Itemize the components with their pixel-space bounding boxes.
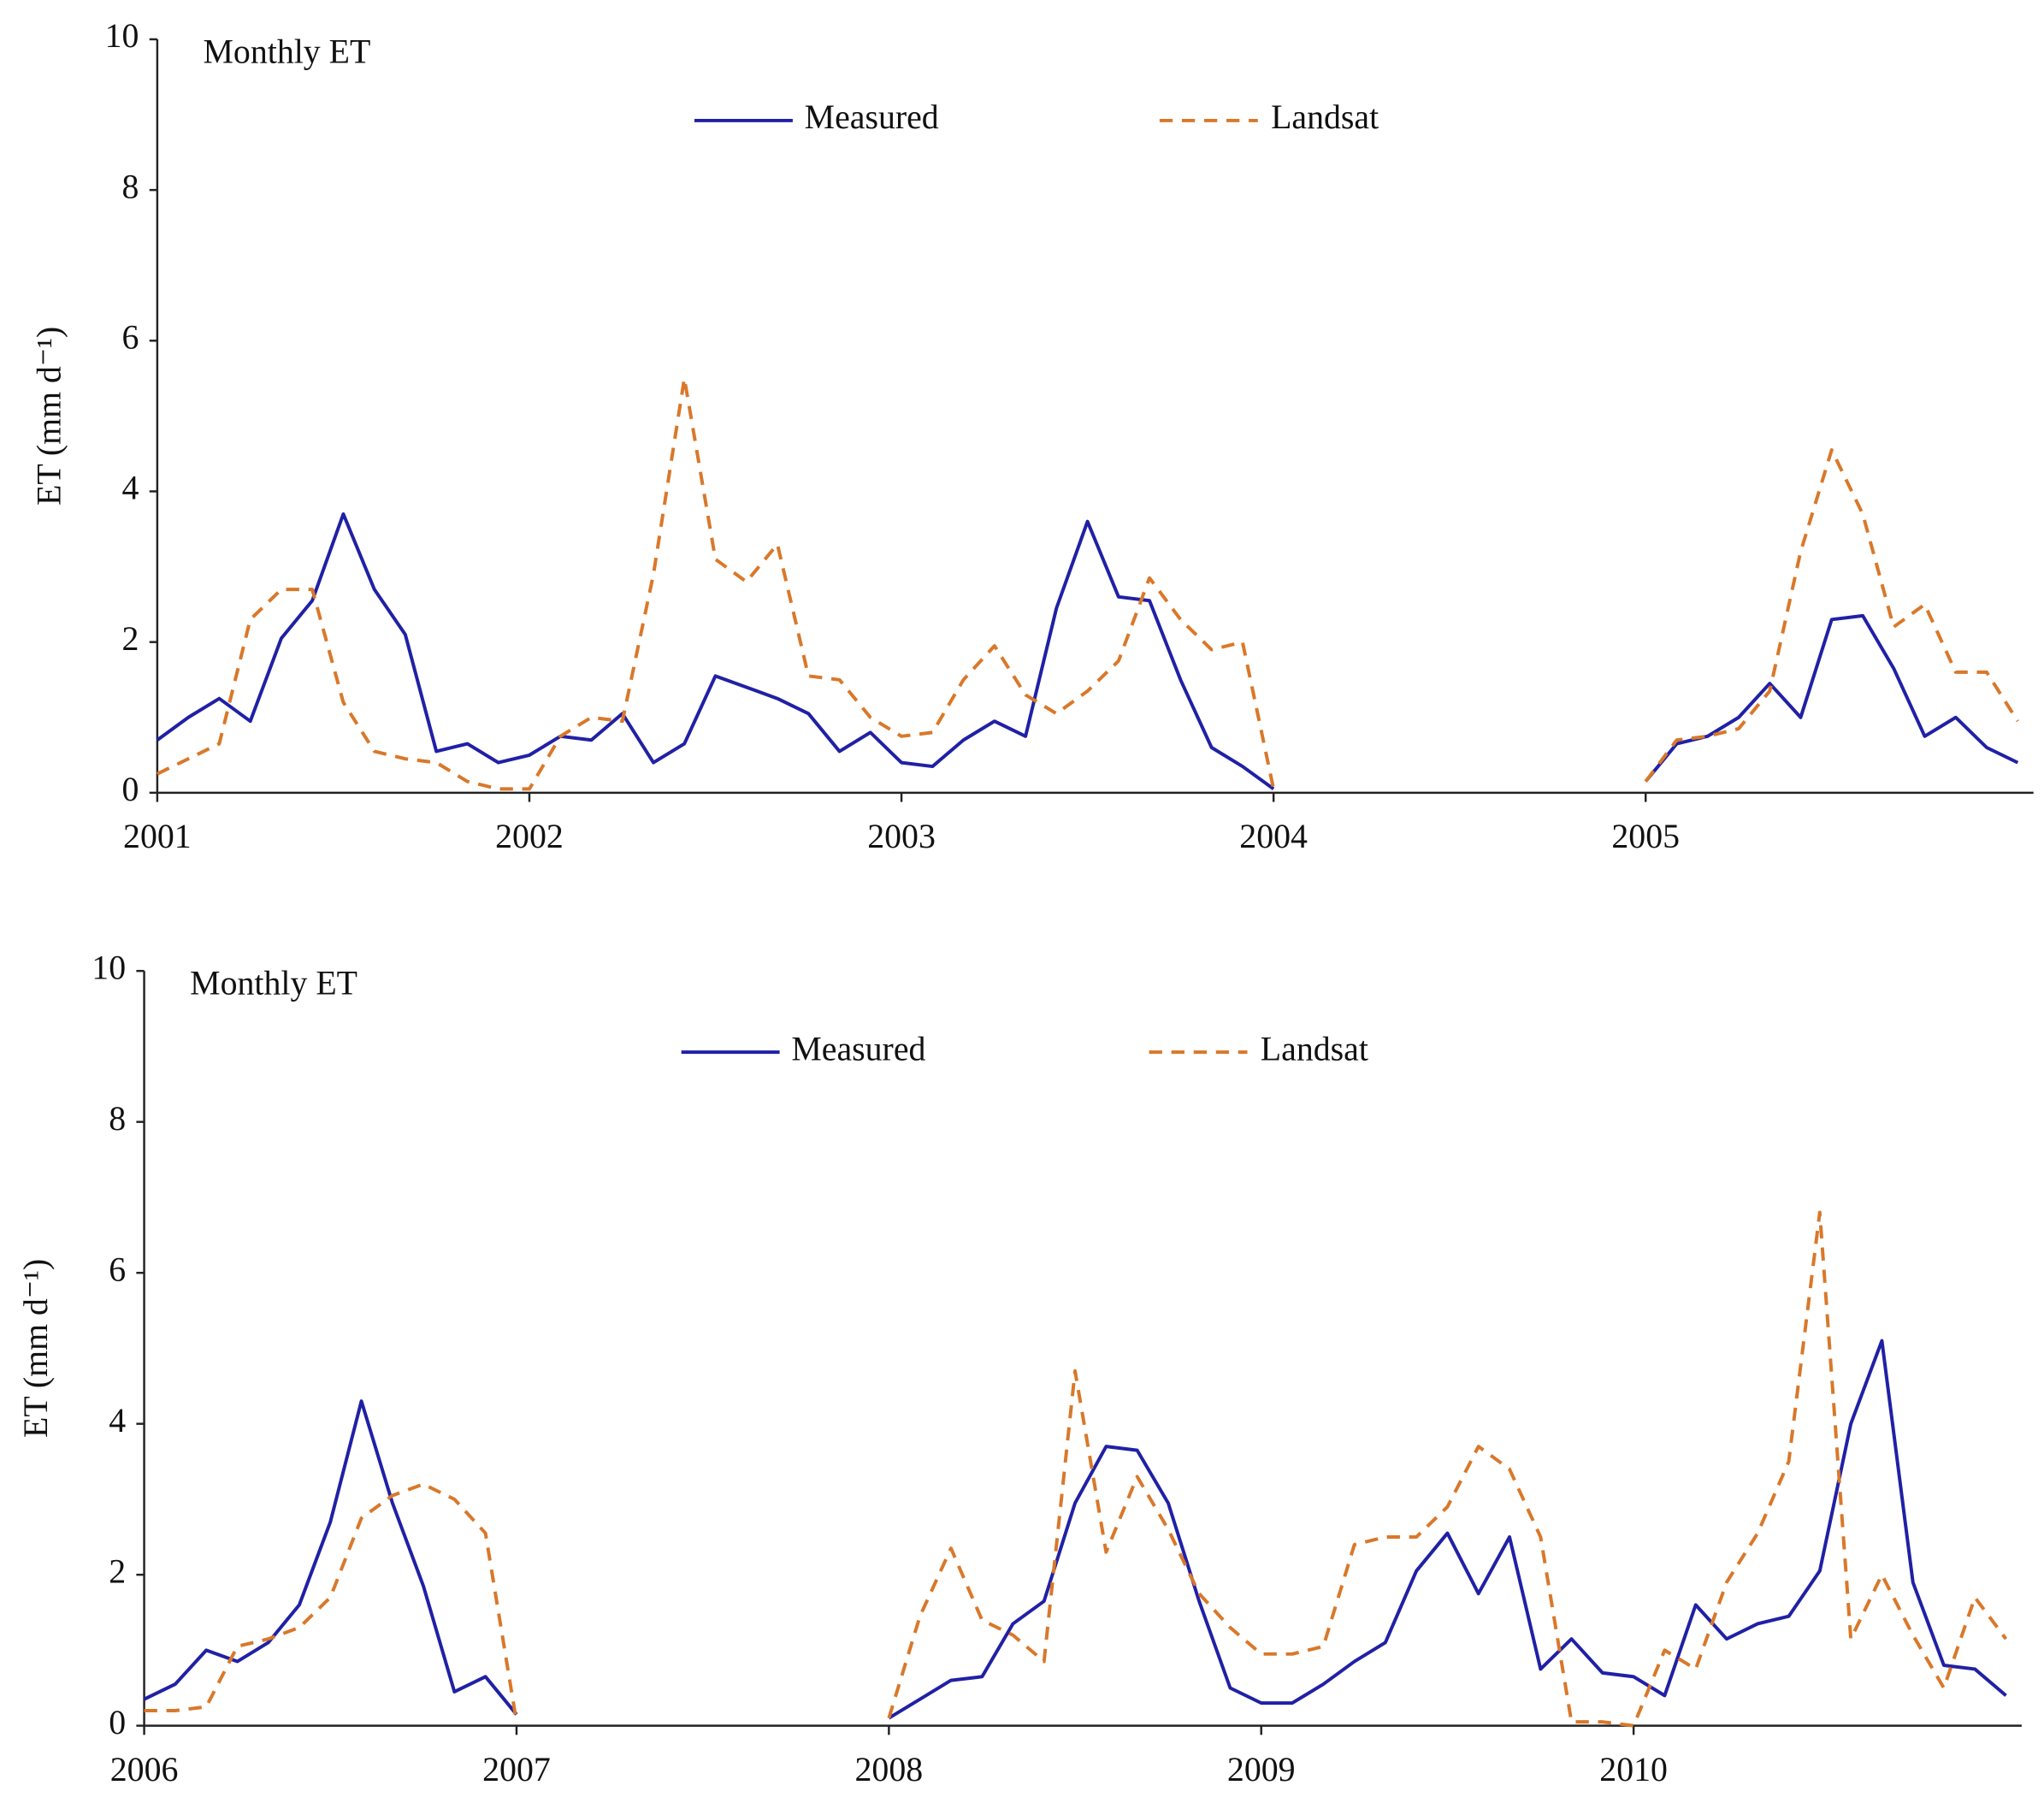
y-tick-label: 0 [122, 771, 139, 808]
x-tick-label: 2001 [123, 818, 192, 855]
chart-title: Monthly ET [190, 965, 357, 1002]
legend-label: Measured [805, 98, 939, 136]
y-tick-label: 8 [109, 1100, 126, 1138]
y-tick-label: 6 [122, 318, 139, 356]
legend-label: Landsat [1261, 1030, 1368, 1067]
y-axis-label: ET (mm d⁻¹) [30, 327, 68, 505]
y-tick-label: 10 [105, 17, 139, 55]
series-line [156, 512, 2019, 791]
y-tick-label: 8 [122, 168, 139, 205]
y-tick-label: 4 [109, 1402, 126, 1439]
chart-title: Monthly ET [204, 33, 371, 70]
x-tick-label: 2006 [110, 1751, 179, 1788]
x-tick-label: 2002 [495, 818, 564, 855]
y-tick-label: 2 [109, 1552, 126, 1590]
legend-label: Landsat [1271, 98, 1379, 136]
x-tick-label: 2008 [855, 1751, 924, 1788]
y-tick-label: 0 [109, 1704, 126, 1741]
y-tick-label: 6 [109, 1250, 126, 1288]
x-tick-label: 2004 [1239, 818, 1308, 855]
y-tick-label: 2 [122, 620, 139, 658]
y-axis-label: ET (mm d⁻¹) [17, 1259, 55, 1438]
y-tick-label: 4 [122, 470, 139, 507]
series-line [144, 1210, 2008, 1728]
x-tick-label: 2010 [1599, 1751, 1668, 1788]
x-tick-label: 2007 [482, 1751, 551, 1788]
series-line [157, 376, 2019, 791]
x-tick-label: 2009 [1227, 1751, 1296, 1788]
legend-label: Measured [791, 1030, 925, 1067]
series-line [143, 1339, 2007, 1720]
y-tick-label: 10 [92, 949, 126, 986]
chart: 0 2 4 6 8 10 2001 2002 2003 2004 2005 ET (mm d⁻¹) Mo… [30, 17, 2034, 855]
x-tick-label: 2003 [867, 818, 936, 855]
x-tick-label: 2005 [1611, 818, 1680, 855]
chart: 0 2 4 6 8 10 2006 2007 2008 2009 2010 ET (mm d⁻¹) Mo… [17, 949, 2022, 1788]
